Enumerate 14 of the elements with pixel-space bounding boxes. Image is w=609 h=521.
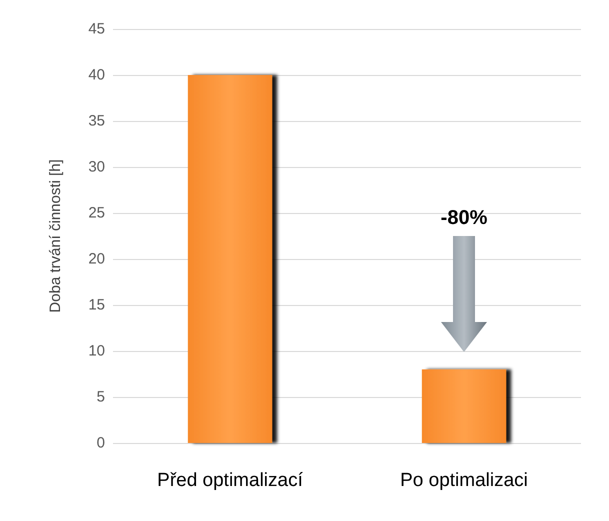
x-tick-label: Před optimalizací bbox=[157, 470, 304, 491]
y-tick-label: 10 bbox=[88, 342, 105, 360]
y-axis-title: Doba trvání činnosti [h] bbox=[47, 159, 64, 313]
annotation: -80% bbox=[440, 207, 488, 229]
y-tick-label: 0 bbox=[96, 434, 105, 452]
y-tick-label: 35 bbox=[88, 112, 105, 130]
y-tick-label: 40 bbox=[88, 66, 105, 84]
y-tick-label: 15 bbox=[88, 296, 105, 314]
y-tick-label: 5 bbox=[96, 388, 105, 406]
x-tick-label: Po optimalizaci bbox=[400, 470, 528, 491]
y-tick-label: 30 bbox=[88, 158, 105, 176]
y-tick-label: 45 bbox=[88, 20, 105, 38]
y-tick-label: 20 bbox=[88, 250, 105, 268]
y-tick-label: 25 bbox=[88, 204, 105, 222]
